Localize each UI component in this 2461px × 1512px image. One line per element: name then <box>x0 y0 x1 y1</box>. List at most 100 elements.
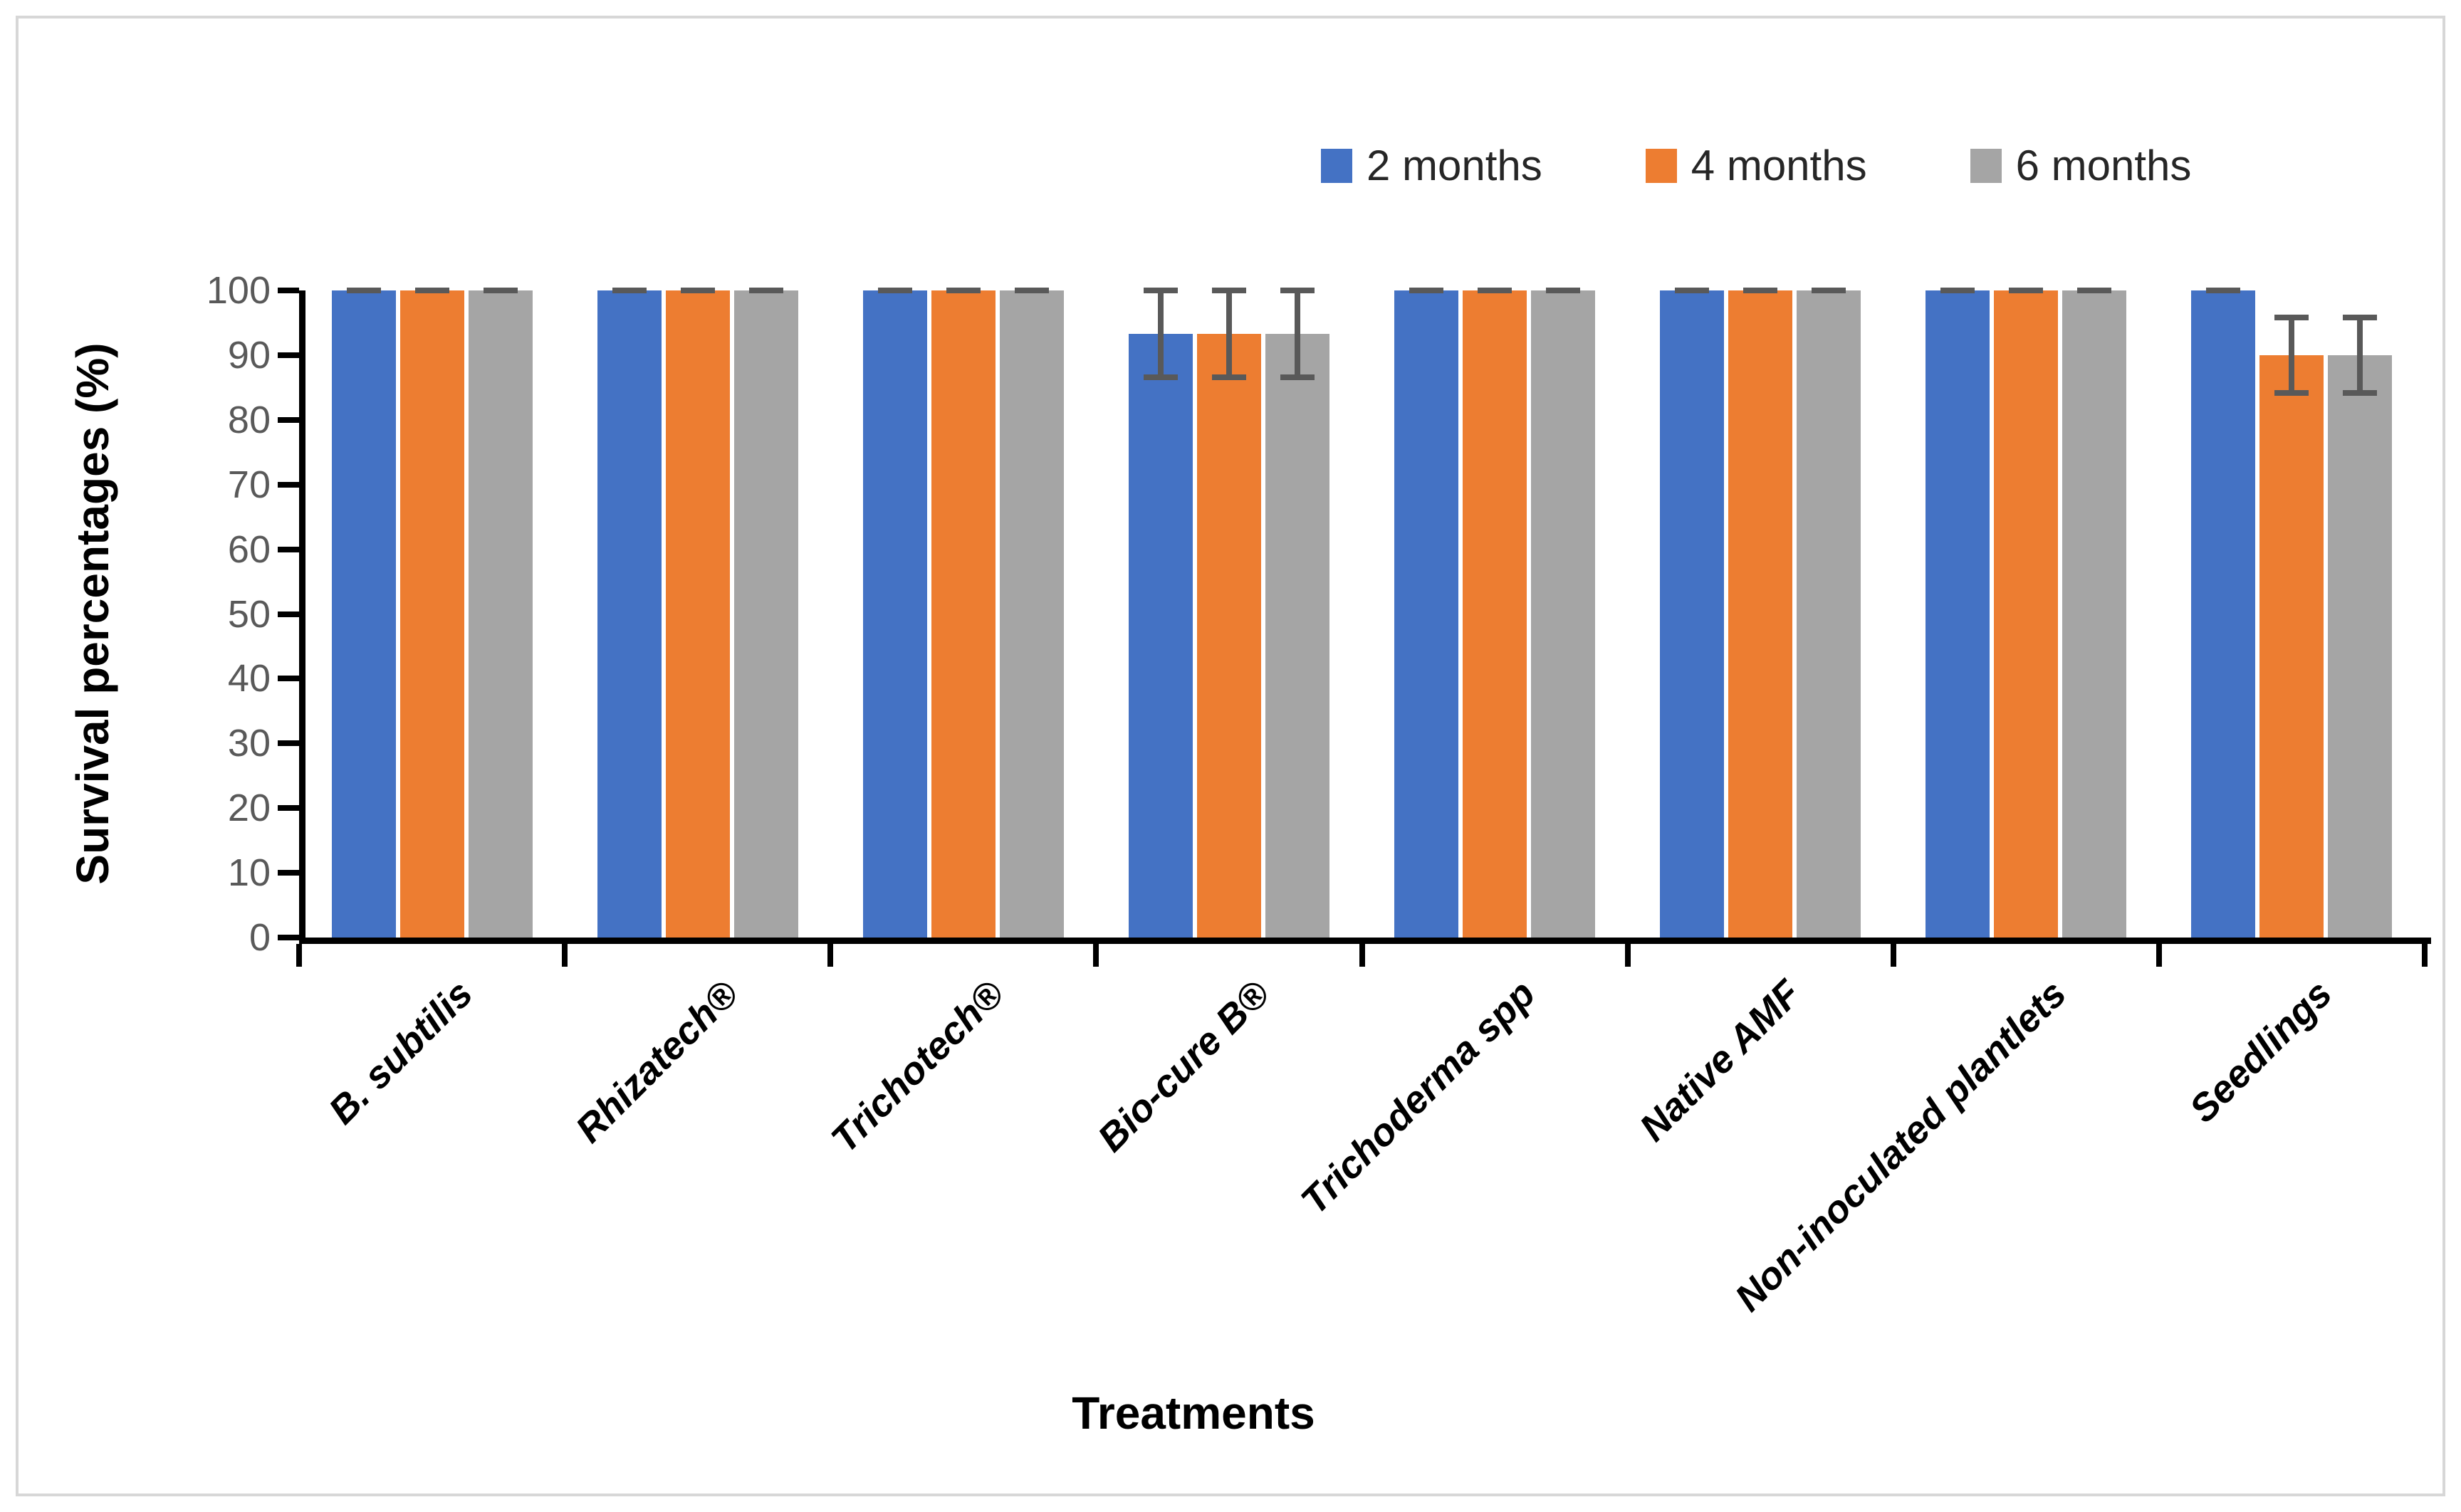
y-tick <box>278 352 299 358</box>
bar-2-months-seedlings <box>2191 290 2256 938</box>
error-bar-cap <box>1546 288 1581 293</box>
bar-4-months-seedlings <box>2259 355 2324 938</box>
legend: 2 months 4 months 6 months <box>1321 141 2191 190</box>
error-bar-cap <box>1675 288 1710 293</box>
y-tick <box>278 740 299 747</box>
bar-2-months-trichoderma-spp <box>1394 290 1459 938</box>
error-bar-cap <box>1940 288 1975 293</box>
bar-6-months-trichotech <box>999 290 1064 938</box>
error-bar-line <box>1294 290 1300 377</box>
error-bar-cap <box>946 288 981 293</box>
legend-item-2-months: 2 months <box>1321 141 1542 190</box>
error-bar-cap <box>1478 288 1512 293</box>
bar-4-months-native-amf <box>1728 290 1793 938</box>
bar-4-months-bio-cure-b <box>1196 333 1261 938</box>
error-bar-cap-top <box>2343 315 2378 321</box>
bar-4-months-rhizatech <box>665 290 730 938</box>
error-bar-cap-bottom <box>2274 389 2309 396</box>
y-axis-title: Survival percentages (%) <box>67 342 118 885</box>
error-bar-cap <box>483 288 518 293</box>
legend-swatch-4-months <box>1645 148 1677 183</box>
legend-label: 2 months <box>1367 142 1542 189</box>
y-tick-label: 0 <box>249 916 271 959</box>
bar-2-months-bio-cure-b <box>1128 333 1193 938</box>
y-tick <box>278 546 299 552</box>
bar-4-months-trichotech <box>931 290 996 938</box>
y-tick-label: 100 <box>206 269 271 312</box>
bar-6-months-non-inoculated-plantlets <box>2062 290 2127 938</box>
bar-4-months-non-inoculated-plantlets <box>1994 290 2059 938</box>
x-tick <box>827 944 834 967</box>
error-bar-line <box>1157 290 1164 377</box>
bar-6-months-rhizatech <box>733 290 798 938</box>
legend-item-6-months: 6 months <box>1970 141 2192 190</box>
plot-area <box>299 288 2431 944</box>
error-bar-cap-bottom <box>1280 374 1315 380</box>
error-bar-cap <box>748 288 783 293</box>
error-bar-cap-top <box>2274 315 2309 321</box>
bar-6-months-bio-cure-b <box>1265 333 1329 938</box>
bar-2-months-non-inoculated-plantlets <box>1926 290 1990 938</box>
bar-2-months-rhizatech <box>597 290 662 938</box>
y-tick-label: 20 <box>227 787 271 830</box>
error-bar-line <box>1226 290 1232 377</box>
error-bar-cap-bottom <box>1143 374 1178 380</box>
legend-item-4-months: 4 months <box>1645 141 1867 190</box>
x-tick <box>296 944 302 967</box>
y-tick <box>278 611 299 617</box>
error-bar-cap <box>1014 288 1049 293</box>
error-bar-cap-bottom <box>1211 374 1246 380</box>
y-tick <box>278 935 299 940</box>
y-tick-label: 50 <box>227 592 271 636</box>
error-bar-cap <box>1743 288 1778 293</box>
x-tick <box>2156 944 2162 967</box>
bar-2-months-b-subtilis <box>331 290 396 938</box>
y-tick <box>278 481 299 488</box>
y-tick-label: 80 <box>227 398 271 441</box>
y-tick <box>278 870 299 876</box>
x-tick <box>1359 944 1365 967</box>
x-axis-title: Treatments <box>1072 1387 1315 1439</box>
bar-2-months-trichotech <box>862 290 927 938</box>
bar-2-months-native-amf <box>1660 290 1725 938</box>
error-bar-cap <box>877 288 912 293</box>
error-bar-line <box>2289 317 2295 393</box>
bar-4-months-b-subtilis <box>399 290 464 938</box>
x-tick <box>1624 944 1631 967</box>
error-bar-cap <box>1812 288 1846 293</box>
error-bar-line <box>2357 317 2363 393</box>
error-bar-cap <box>612 288 647 293</box>
bar-6-months-b-subtilis <box>468 290 533 938</box>
error-bar-cap-top <box>1211 288 1246 293</box>
error-bar-cap <box>1409 288 1444 293</box>
y-tick-label: 30 <box>227 722 271 765</box>
legend-swatch-2-months <box>1321 148 1352 183</box>
bar-4-months-trichoderma-spp <box>1463 290 1527 938</box>
error-bar-cap <box>414 288 449 293</box>
error-bar-cap-top <box>1143 288 1178 293</box>
y-tick-label: 70 <box>227 463 271 506</box>
bar-6-months-seedlings <box>2328 355 2393 938</box>
error-bar-cap <box>2009 288 2044 293</box>
y-tick-label: 10 <box>227 851 271 895</box>
y-tick-label: 90 <box>227 333 271 377</box>
y-tick <box>278 288 299 293</box>
legend-label: 4 months <box>1691 142 1867 189</box>
error-bar-cap <box>346 288 381 293</box>
y-tick <box>278 805 299 812</box>
x-tick <box>2422 944 2428 967</box>
x-tick <box>1890 944 1896 967</box>
x-tick <box>562 944 568 967</box>
y-tick-label: 60 <box>227 527 271 571</box>
x-tick <box>1093 944 1099 967</box>
error-bar-cap <box>2206 288 2241 293</box>
error-bar-cap <box>2077 288 2112 293</box>
error-bar-cap-bottom <box>2343 389 2378 396</box>
error-bar-cap <box>680 288 715 293</box>
error-bar-cap-top <box>1280 288 1315 293</box>
y-tick <box>278 676 299 682</box>
legend-swatch-6-months <box>1970 148 2002 183</box>
bar-6-months-native-amf <box>1797 290 1861 938</box>
legend-label: 6 months <box>2015 142 2192 189</box>
